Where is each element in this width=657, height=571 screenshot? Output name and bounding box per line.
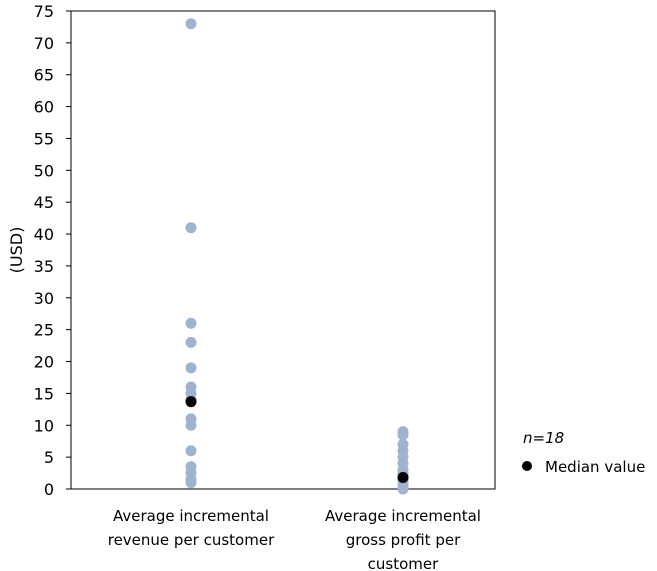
y-tick-label: 15 (34, 384, 54, 403)
data-points (185, 18, 409, 495)
legend-median-marker (522, 461, 532, 471)
y-tick-label: 70 (34, 34, 54, 53)
data-point (397, 429, 409, 441)
data-point (185, 445, 197, 457)
category-label-line: customer (368, 555, 439, 571)
y-tick-label: 30 (34, 289, 54, 308)
y-tick-label: 40 (34, 225, 54, 244)
legend-sample-size: n=18 (523, 429, 564, 447)
y-tick-label: 10 (34, 416, 54, 435)
median-points (185, 396, 409, 484)
y-tick-label: 75 (34, 2, 54, 21)
legend: n=18 Median value (522, 429, 645, 476)
plot-area-frame (70, 10, 496, 490)
y-axis-ticks: 0 5 10 15 20 25 30 35 40 45 50 55 60 65 70 75 (34, 2, 71, 499)
y-tick-label: 0 (44, 480, 54, 499)
median-point (397, 472, 409, 484)
y-tick-label: 50 (34, 161, 54, 180)
data-point (185, 419, 197, 431)
y-tick-label: 60 (34, 98, 54, 117)
data-point (397, 483, 409, 495)
data-point (185, 317, 197, 329)
data-point (185, 222, 197, 234)
category-label-line: Average incremental (113, 507, 269, 525)
category-labels: Average incremental revenue per customer A… (108, 507, 481, 571)
y-tick-label: 45 (34, 193, 54, 212)
y-tick-label: 55 (34, 129, 54, 148)
median-point (185, 396, 197, 408)
y-tick-label: 65 (34, 66, 54, 85)
data-point (185, 362, 197, 374)
category-label-line: gross profit per (346, 531, 461, 549)
data-point (185, 336, 197, 348)
category-label-line: revenue per customer (108, 531, 275, 549)
legend-median-label: Median value (545, 458, 645, 476)
y-tick-label: 5 (44, 448, 54, 467)
y-tick-label: 25 (34, 321, 54, 340)
category-label-line: Average incremental (325, 507, 481, 525)
data-point (185, 18, 197, 30)
y-axis-title: (USD) (7, 227, 26, 274)
y-tick-label: 35 (34, 257, 54, 276)
y-tick-label: 20 (34, 353, 54, 372)
data-point (185, 477, 197, 489)
